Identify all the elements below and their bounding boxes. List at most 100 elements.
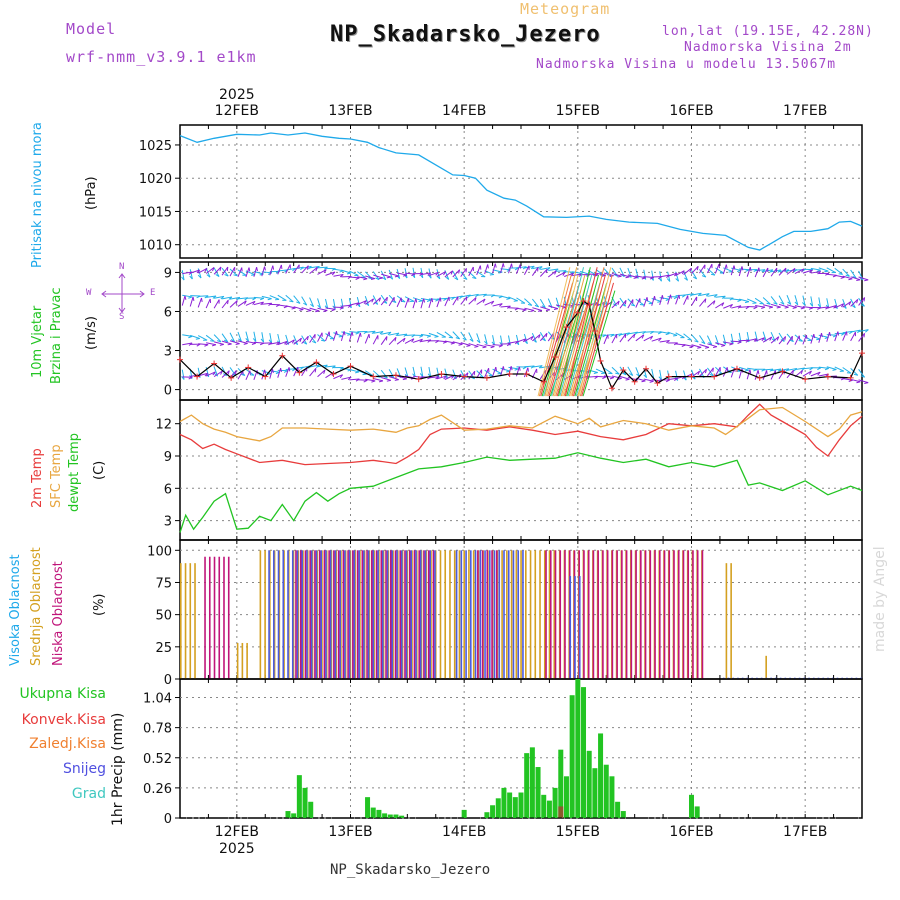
wind-barb [548,305,559,310]
wind-barb-head [347,376,352,381]
wind-barb-head [712,346,718,349]
wind-barb [317,307,328,312]
cloud-low-bar [668,550,671,679]
wind-barb-head [766,302,771,305]
wind-barb-head [694,340,699,343]
wind-barb [309,368,317,377]
wind-barb [197,297,202,308]
precip-total-bar [365,797,371,818]
wind-barb-head [841,332,845,336]
wind-barb [325,333,335,340]
wind-barb [317,298,321,309]
cloud-high-bar [405,550,408,679]
wind-barb-head [386,379,391,382]
cloud-high-bar [367,550,370,679]
cloud-low-bar [208,556,211,679]
wind-barb-head [622,372,627,376]
wind-barb [754,267,760,278]
wind-barb [739,366,749,371]
wind-barb [762,331,767,342]
lonlat-label: lon,lat (19.15E, 42.28N) [662,24,874,39]
wind-storm-arrow [552,274,586,397]
wind-barb [523,265,530,275]
wind-barb [659,331,670,334]
wind-barb [842,298,847,309]
panel-frame [179,399,863,541]
cloud-low-bar [218,556,221,679]
wind-barb-head [502,366,505,371]
wind-barb [468,332,474,342]
wind-barb-head [666,340,670,344]
wind-barb-head [617,377,622,380]
wind-barb [587,369,598,374]
wind-barb-head [666,278,671,282]
wind-barb [635,334,645,342]
cloud-high-bar [315,550,318,679]
wind-barb [834,267,843,275]
wind-barb-head [415,298,418,303]
cloud-high-bar [415,550,417,679]
wind-barb [389,332,400,336]
wind-barb [436,271,446,277]
wind-barb-head [394,275,399,278]
cloud-high-bar [344,550,346,679]
precip-total-bar [393,814,399,818]
wind-barb [373,377,384,382]
wind-barb-head [259,273,264,276]
wind-barb-head [188,376,193,380]
wind-barb-head [267,298,272,301]
wind-barb [706,335,713,345]
wind-barb [778,332,785,342]
wind-barb [746,369,751,380]
wind-barb [333,273,344,277]
wind-barb-head [219,266,222,271]
cloud-high-bar [574,576,576,679]
wind-barb-head [184,295,187,300]
wind-storm-arrow [564,267,598,397]
cloud-low-bar [701,550,704,679]
wind-barb [651,379,662,382]
cloud-low-bar [663,550,666,679]
wind-barb [595,375,607,378]
wind-barb [556,270,567,272]
wind-barb-head [379,331,384,335]
wind-barb [261,266,266,277]
precip-total-bar [376,809,382,818]
wind-barb-head [343,331,346,336]
wind-barb-head [303,341,307,345]
wind-barb-head [625,276,630,279]
wind-barb-head [472,277,477,279]
wind-barb-head [230,338,235,343]
wind-barb [404,367,409,378]
wind-barb-head [188,335,193,339]
wind-barb [643,298,653,304]
wind-barb [675,332,685,339]
wind-barb [357,271,366,278]
cloud-mid-bar [472,550,475,679]
wind-barb [476,370,485,379]
cloud-high-bar [282,550,285,679]
wind-barb [508,296,518,302]
wind-barb [627,366,634,376]
wind-barb [492,335,496,346]
wind-barb [245,340,256,344]
wind-barb-head [701,275,707,278]
wind-barb [588,273,599,276]
wind-barb-head [538,365,543,369]
wind-barb [412,267,416,278]
wind-barb [277,264,282,275]
wind-barb [468,293,479,297]
wind-barb [436,269,441,280]
cloud-mid-bar [458,550,461,679]
wind-barb-head [845,274,850,277]
precip-total-bar [291,813,297,818]
precip-total-bar [603,764,609,818]
wind-barb-head [787,301,792,305]
legend-grad: Grad [71,786,106,802]
precip-total-bar [484,812,490,818]
wind-barb [484,270,495,276]
wind-barb-head [299,308,304,311]
precip-total-bar [495,798,501,818]
wind-barb [730,333,734,344]
cloud-low-bar [371,550,373,679]
